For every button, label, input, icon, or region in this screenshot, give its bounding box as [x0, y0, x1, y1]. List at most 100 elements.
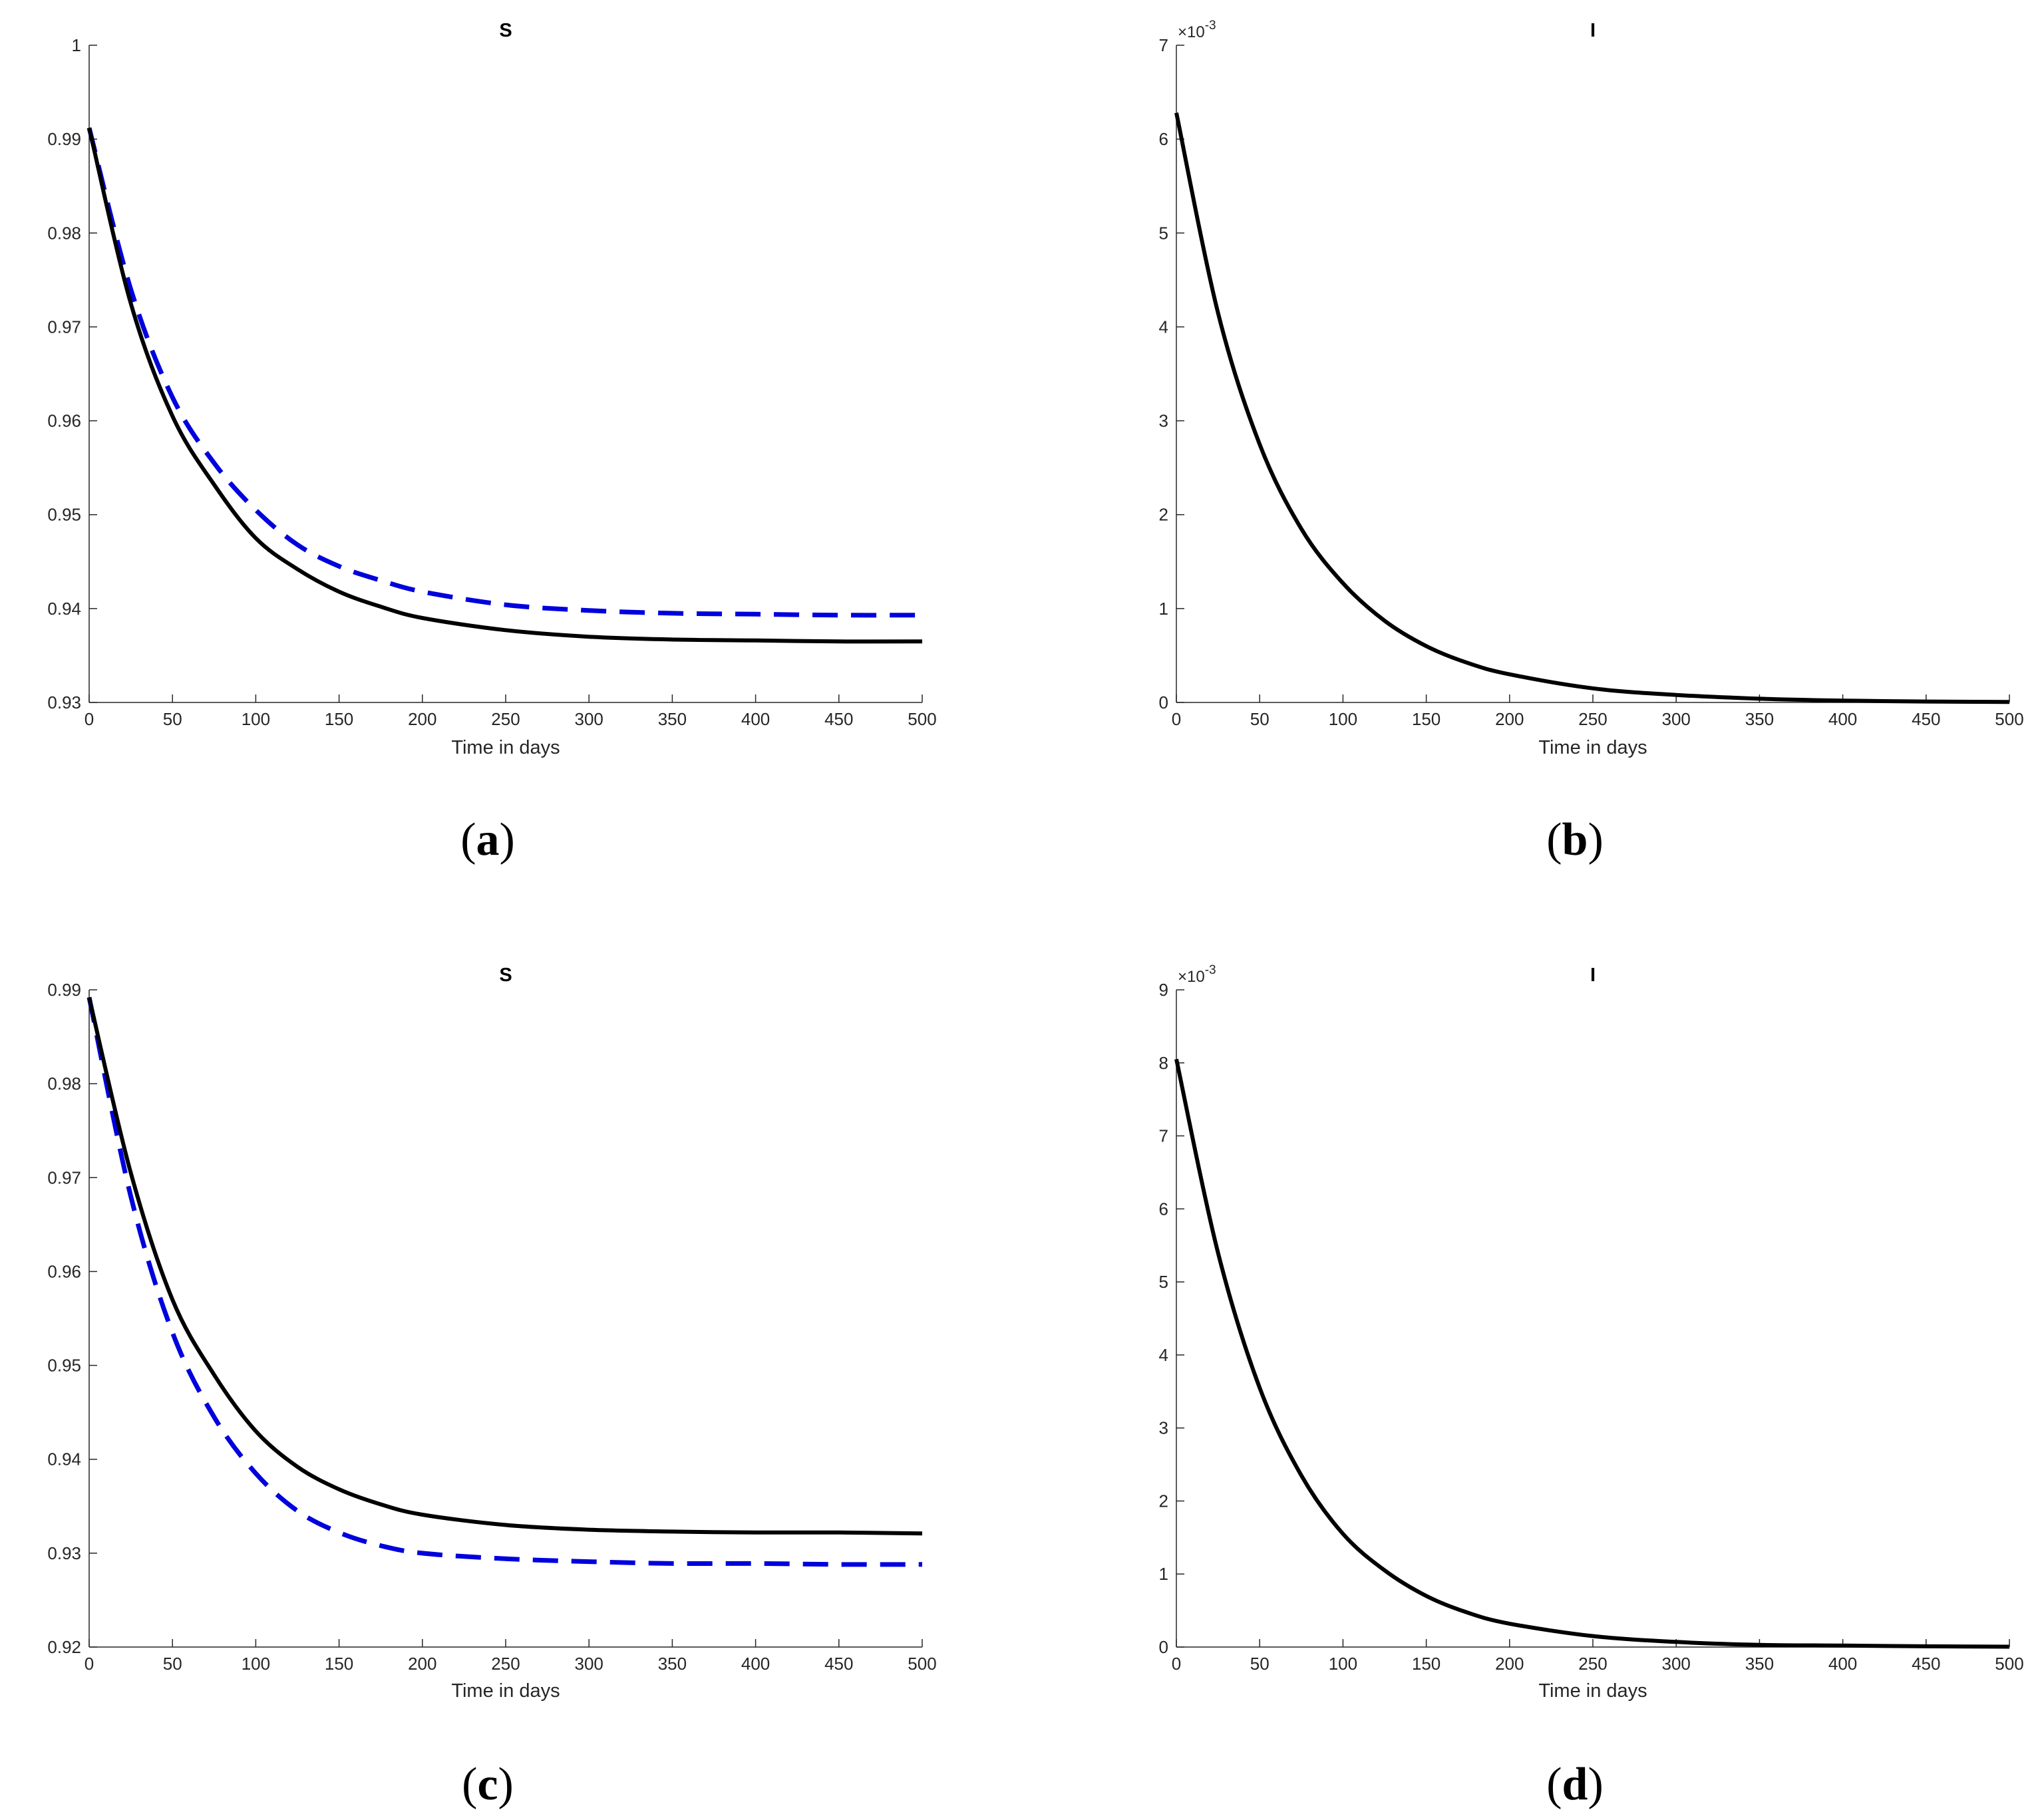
panel-a-xtick-label: 350 [658, 709, 687, 729]
panel-c-xtick-label: 0 [85, 1654, 94, 1674]
panel-b-xtick-label: 200 [1495, 709, 1524, 729]
panel-d-xtick-label: 50 [1250, 1654, 1270, 1674]
panel-a-xtick-label: 300 [575, 709, 603, 729]
panel-c-xtick-label: 400 [741, 1654, 770, 1674]
panel-d-title: I [1590, 965, 1596, 986]
panel-d: I Time in days ×10-3 (d) 0 50 100 150 200 250… [1159, 963, 2024, 1810]
panel-d-ytick-label: 1 [1159, 1564, 1168, 1584]
panel-c-xtick-label: 150 [325, 1654, 353, 1674]
panel-d-xtick-label: 350 [1745, 1654, 1774, 1674]
panel-a-caption: (a) [460, 814, 515, 865]
panel-c-caption: (c) [462, 1759, 514, 1810]
panel-b-xtick-label: 100 [1329, 709, 1357, 729]
panel-c-xlabel: Time in days [451, 1680, 560, 1702]
panel-c-ytick-label: 0.96 [47, 1261, 81, 1281]
panel-b: I Time in days ×10-3 (b) 0 50 100 150 200 250… [1159, 19, 2024, 865]
panel-c-xtick-label: 50 [163, 1654, 182, 1674]
panel-b-xtick-label: 400 [1828, 709, 1857, 729]
panel-a-xtick-label: 400 [741, 709, 770, 729]
panel-b-ytick-label: 4 [1159, 317, 1168, 337]
panel-b-xtick-label: 150 [1412, 709, 1441, 729]
panel-d-xtick-label: 300 [1662, 1654, 1691, 1674]
panel-d-xtick-label: 500 [1995, 1654, 2023, 1674]
panel-c-xtick-label: 200 [408, 1654, 436, 1674]
panel-b-y-exponent: ×10-3 [1178, 19, 1216, 41]
panel-b-xtick-label: 300 [1662, 709, 1691, 729]
panel-c-xtick-label: 250 [491, 1654, 520, 1674]
panel-b-ytick-label: 3 [1159, 411, 1168, 431]
panel-c-xtick-label: 350 [658, 1654, 687, 1674]
panel-a-xtick-label: 0 [85, 709, 94, 729]
panel-d-ytick-label: 6 [1159, 1199, 1168, 1219]
panel-d-xtick-label: 200 [1495, 1654, 1524, 1674]
panel-d-ytick-label: 3 [1159, 1418, 1168, 1438]
panel-c-ytick-label: 0.93 [47, 1543, 81, 1563]
panel-b-ytick-label: 7 [1159, 35, 1168, 55]
panel-b-xtick-label: 450 [1912, 709, 1940, 729]
panel-d-xtick-label: 250 [1578, 1654, 1607, 1674]
panel-c-series-solid-line [87, 996, 923, 1536]
panel-b-xtick-label: 350 [1745, 709, 1774, 729]
panel-b-ytick-label: 1 [1159, 599, 1168, 619]
panel-c-ytick-label: 0.98 [47, 1074, 81, 1094]
panel-c-ytick-label: 0.95 [47, 1356, 81, 1376]
panel-a-ytick-label: 0.95 [47, 505, 81, 525]
panel-b-xtick-label: 50 [1250, 709, 1270, 729]
panel-d-ytick-label: 0 [1159, 1637, 1168, 1657]
panel-a-ytick-label: 0.94 [47, 599, 81, 619]
panel-b-xtick-label: 500 [1995, 709, 2023, 729]
panel-d-xtick-label: 400 [1828, 1654, 1857, 1674]
panel-d-xlabel: Time in days [1538, 1680, 1647, 1702]
panel-c-xtick-label: 500 [908, 1654, 936, 1674]
panel-b-xlabel: Time in days [1538, 737, 1647, 758]
panel-a-series-solid-line [87, 127, 923, 644]
panel-d-xtick-label: 100 [1329, 1654, 1357, 1674]
panel-d-xtick-label: 0 [1172, 1654, 1181, 1674]
panel-b-ytick-label: 5 [1159, 223, 1168, 243]
panel-a-xtick-label: 500 [908, 709, 936, 729]
panel-a-xtick-label: 450 [824, 709, 853, 729]
panel-d-ytick-label: 8 [1159, 1053, 1168, 1073]
panel-d-y-exponent: ×10-3 [1178, 963, 1216, 986]
panel-a-ytick-label: 0.96 [47, 411, 81, 431]
panel-a-caption-letter: a [476, 814, 500, 865]
panel-c-xtick-label: 450 [824, 1654, 853, 1674]
panel-c-title: S [499, 965, 512, 986]
panel-a-ytick-label: 1 [72, 35, 81, 55]
panel-c-caption-letter: c [477, 1759, 498, 1810]
panel-c-ytick-label: 0.92 [47, 1637, 81, 1657]
panel-d-caption-letter: d [1562, 1759, 1588, 1810]
panel-a-xtick-label: 50 [163, 709, 182, 729]
panel-b-exponent-base: ×10 [1178, 23, 1205, 41]
panel-a-xtick-label: 250 [491, 709, 520, 729]
panel-d-ytick-label: 4 [1159, 1345, 1168, 1365]
panel-a-ytick-label: 0.99 [47, 129, 81, 149]
panel-b-series-solid-line [1174, 112, 2010, 704]
panel-c-ytick-label: 0.97 [47, 1167, 81, 1187]
panel-d-ytick-label: 7 [1159, 1126, 1168, 1146]
panel-d-xtick-label: 150 [1412, 1654, 1441, 1674]
panel-c-ytick-label: 0.99 [47, 980, 81, 1000]
panel-c-series-dashed-line [86, 996, 923, 1567]
panel-b-ytick-label: 6 [1159, 129, 1168, 149]
panel-b-caption: (b) [1546, 814, 1604, 865]
panel-c-xtick-label: 100 [242, 1654, 270, 1674]
panel-d-ytick-label: 5 [1159, 1272, 1168, 1292]
panel-b-exponent-power: -3 [1205, 19, 1216, 33]
panel-b-title: I [1590, 20, 1596, 41]
panel-a-series-dashed-line [86, 127, 923, 618]
panel-a-xtick-label: 200 [408, 709, 436, 729]
panel-a-ytick-label: 0.98 [47, 223, 81, 243]
panel-c-ytick-label: 0.94 [47, 1449, 81, 1469]
panel-c: S Time in days (c) 0 50 100 150 200 250 300 350… [47, 965, 936, 1810]
panel-c-xtick-label: 300 [575, 1654, 603, 1674]
panel-b-xtick-label: 0 [1172, 709, 1181, 729]
panel-d-exponent-base: ×10 [1178, 968, 1205, 986]
panel-a-xtick-label: 150 [325, 709, 353, 729]
panel-b-caption-letter: b [1562, 814, 1588, 865]
panel-d-exponent-power: -3 [1205, 963, 1216, 977]
panel-a-title: S [499, 20, 512, 41]
panel-d-series-solid-line [1174, 1058, 2010, 1649]
panel-d-ytick-label: 2 [1159, 1491, 1168, 1511]
